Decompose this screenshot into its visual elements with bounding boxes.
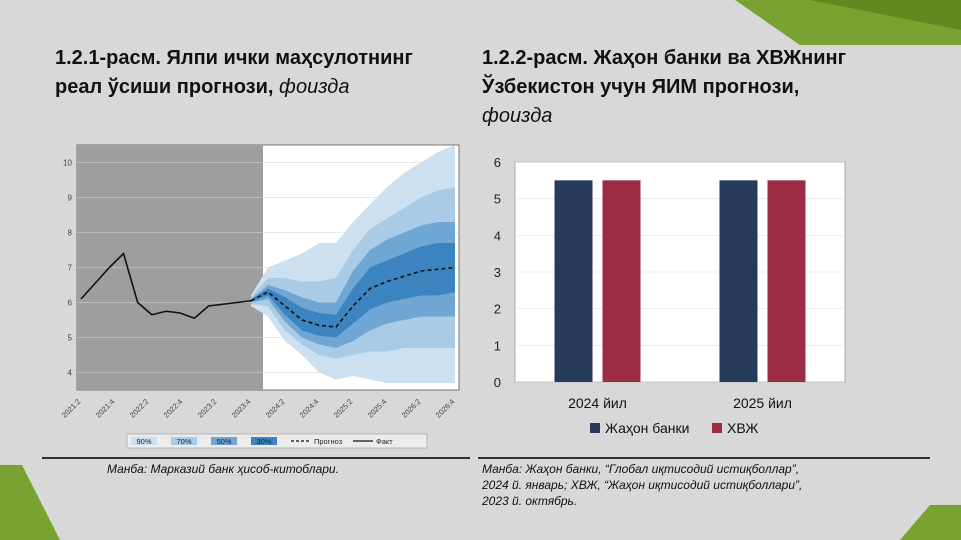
fan-legend-swatch (211, 437, 237, 445)
fan-chart-lines (80, 251, 456, 328)
fan-x-tick-label: 2025:4 (366, 397, 389, 420)
fan-chart-x-ticks: 2021:2 2021:4 2022:2 2022:4 2023:2 2023:4 2024… (60, 397, 457, 420)
fan-chart-legend: 90% 70% 50% 30% Прогноз Факт (126, 433, 428, 449)
fan-legend-label: 90% (136, 437, 151, 446)
right-chart-title-text: 1.2.2-расм. Жаҳон банки ва ХВЖнинг Ўзбек… (482, 47, 846, 98)
bar-legend-label: ХВЖ (727, 420, 758, 436)
left-chart-title-text: 1.2.1-расм. Ялпи ички маҳсулотнинг реал … (55, 47, 413, 98)
bar-legend-swatch (712, 423, 722, 433)
fan-legend-label: 50% (216, 437, 231, 446)
left-chart-title: 1.2.1-расм. Ялпи ички маҳсулотнинг реал … (55, 44, 455, 102)
bar-y-tick-label: 4 (494, 228, 501, 243)
band-30-percent (251, 243, 455, 338)
corner-decoration-bottom-left (0, 465, 60, 540)
fan-legend-label: Факт (376, 437, 393, 446)
fan-x-tick-label: 2024:2 (264, 397, 287, 420)
fan-x-tick-label: 2023:4 (230, 397, 253, 420)
forecast-bands (251, 145, 455, 383)
bar-y-tick-label: 0 (494, 375, 501, 390)
fan-y-tick-label: 4 (68, 369, 73, 378)
fan-legend-label: 70% (176, 437, 191, 446)
fan-legend-label: 30% (256, 437, 271, 446)
bar-world-bank (719, 180, 758, 382)
right-source-line-2: 2024 й. январь; ХВЖ, “Жаҳон иқтисодий ис… (482, 478, 803, 492)
fan-x-tick-label: 2021:4 (94, 397, 117, 420)
fan-x-tick-label: 2023:2 (196, 397, 219, 420)
bar-chart-y-ticks: 0 1 2 3 4 5 6 (494, 155, 501, 390)
bar-y-tick-label: 5 (494, 192, 501, 207)
bar-y-tick-label: 3 (494, 265, 501, 280)
bar-y-tick-label: 6 (494, 155, 501, 170)
fan-y-tick-label: 8 (68, 229, 73, 238)
bar-chart-categories: 2024 йил 2025 йил (568, 395, 792, 411)
fan-y-tick-label: 6 (68, 299, 73, 308)
bar-y-tick-label: 2 (494, 302, 501, 317)
bar-category-label: 2025 йил (733, 395, 792, 411)
right-source-divider (478, 457, 930, 459)
right-source-note: Манба: Жаҳон банки, “Глобал иқтисодий ис… (482, 461, 922, 509)
bar-chart-bars (554, 180, 806, 382)
fan-x-tick-label: 2022:4 (162, 397, 185, 420)
fan-chart-y-ticks: 4 5 6 7 8 9 10 (63, 159, 72, 378)
right-chart-title-unit: фоизда (482, 105, 553, 127)
bar-chart-legend: Жаҳон банки ХВЖ (590, 420, 758, 436)
bar-y-tick-label: 1 (494, 338, 501, 353)
fan-legend-label: Прогноз (314, 437, 343, 446)
fan-x-tick-label: 2026:2 (400, 397, 423, 420)
fan-y-tick-label: 5 (68, 334, 73, 343)
fan-y-tick-label: 10 (63, 159, 72, 168)
fan-x-tick-label: 2021:2 (60, 397, 83, 420)
left-source-divider (42, 457, 470, 459)
fact-line (80, 251, 252, 320)
right-source-line-1: Манба: Жаҳон банки, “Глобал иқтисодий ис… (482, 462, 800, 476)
right-source-line-3: 2023 й. октябрь. (482, 494, 578, 508)
gdp-forecast-bar-chart: 0 1 2 3 4 5 6 2024 йил 2025 йил Жаҳон банки ХВЖ (494, 155, 846, 436)
bar-world-bank (554, 180, 593, 382)
forecast-line (250, 266, 456, 328)
left-source-text: Манба: Марказий банк ҳисоб-китоблари. (107, 462, 339, 476)
fan-x-tick-label: 2026:4 (434, 397, 457, 420)
bar-legend-swatch (590, 423, 600, 433)
fan-x-tick-label: 2025:2 (332, 397, 355, 420)
bar-imf (767, 180, 806, 382)
fan-y-tick-label: 7 (68, 264, 73, 273)
bar-legend-label: Жаҳон банки (605, 420, 689, 436)
corner-decoration-bottom-right (900, 505, 961, 540)
bar-imf (602, 180, 641, 382)
fan-legend-swatch (131, 437, 157, 445)
fan-legend-swatch (251, 437, 277, 445)
fan-x-tick-label: 2024:4 (298, 397, 321, 420)
corner-decoration-top-right (735, 0, 961, 45)
bar-category-label: 2024 йил (568, 395, 627, 411)
fan-x-tick-label: 2022:2 (128, 397, 151, 420)
fan-legend-swatch (171, 437, 197, 445)
left-source-note: Манба: Марказий банк ҳисоб-китоблари. (107, 461, 339, 477)
right-chart-title: 1.2.2-расм. Жаҳон банки ва ХВЖнинг Ўзбек… (482, 44, 912, 131)
left-chart-title-unit: фоизда (279, 76, 350, 98)
fan-y-tick-label: 9 (68, 194, 73, 203)
